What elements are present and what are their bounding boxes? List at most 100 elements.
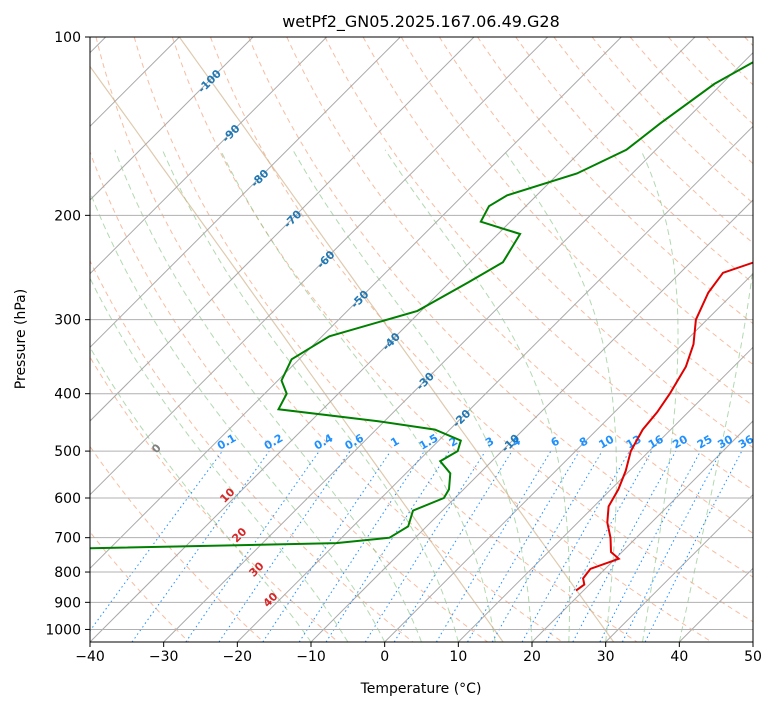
dry-adiabat [438, 37, 753, 366]
mixing-ratio-label: 0.4 [312, 431, 336, 452]
moist-adiabat [292, 149, 533, 642]
x-tick-label: 50 [744, 649, 762, 665]
isotherm-line [90, 37, 549, 496]
mixing-ratio-label: 30 [715, 432, 735, 451]
isotherm-line [163, 51, 753, 642]
mixing-ratio-label: 1 [388, 435, 401, 450]
y-tick-label: 900 [54, 595, 81, 611]
isotherm-label: -30 [414, 370, 437, 393]
mixing-ratio-label: 0.1 [215, 432, 238, 453]
moist-adiabat [161, 149, 459, 642]
x-tick-label: 30 [597, 649, 615, 665]
mixing-ratio-line [599, 450, 701, 642]
mixing-ratio-label: 1.5 [417, 432, 440, 453]
x-axis-label: Temperature (°C) [360, 681, 482, 697]
isotherm-line [310, 199, 753, 642]
reference-curve [178, 37, 615, 642]
dry-adiabat [706, 37, 753, 86]
y-tick-label: 200 [54, 208, 81, 224]
dry-adiabat [90, 445, 264, 642]
moist-adiabat [503, 149, 617, 642]
dry-adiabat [668, 37, 753, 125]
isotherm-label: -90 [219, 122, 242, 145]
mixing-ratio-label: 3 [483, 435, 496, 450]
y-axis-label: Pressure (hPa) [13, 289, 29, 389]
isotherm-label: -60 [314, 248, 337, 271]
mixing-ratio-label: 16 [646, 432, 666, 451]
positive-isotherm-label: 0 [149, 441, 164, 456]
isotherm-label: -20 [450, 407, 473, 430]
mixing-ratio-line [644, 450, 743, 642]
mixing-ratio-label: 0.2 [262, 432, 285, 453]
axes-layer: −40 −30 −20 −10 0 10 20 30 40 5010020030040050060… [45, 30, 762, 665]
dry-adiabat [515, 37, 753, 284]
dry-adiabat [90, 150, 488, 642]
x-tick-label: 10 [449, 649, 467, 665]
isotherm-line [90, 37, 475, 422]
isotherm-line [90, 37, 328, 275]
moist-adiabat [640, 149, 679, 642]
moist-adiabat [90, 277, 349, 642]
x-tick-label: 40 [670, 649, 688, 665]
mixing-ratio-label: 25 [695, 433, 715, 452]
dewpoint-profile [90, 61, 753, 550]
moist-adiabat [114, 149, 422, 642]
x-tick-label: −20 [223, 649, 253, 665]
mixing-ratio-label: 10 [597, 432, 617, 451]
dry-adiabat [171, 37, 712, 642]
isotherm-label: -40 [380, 330, 403, 353]
isotherm-label: -70 [281, 207, 304, 230]
moist-adiabat [678, 264, 753, 642]
isotherm-line [457, 346, 753, 642]
isotherm-line [384, 272, 753, 642]
y-tick-label: 800 [54, 565, 81, 581]
isotherm-label: -80 [248, 167, 271, 190]
temperature-profile [575, 261, 753, 592]
y-tick-label: 600 [54, 491, 81, 507]
plot-area: 0.1 0.2 0.4 0.6 1 1.5 2 3 4 6 8 10 13 16 20 25 30 36-100-… [90, 37, 756, 642]
dry-adiabat [248, 37, 753, 578]
mixing-ratio-line [467, 450, 580, 642]
isotherm-line [90, 37, 401, 349]
dry-adiabat [90, 531, 190, 642]
mixing-ratio-line [364, 450, 486, 642]
dry-adiabat [477, 37, 753, 325]
positive-isotherm-label: 40 [261, 590, 281, 610]
mixing-ratio-label: 36 [736, 432, 756, 451]
isotherm-line [605, 493, 753, 642]
y-tick-label: 700 [54, 531, 81, 547]
y-tick-label: 500 [54, 444, 81, 460]
mixing-ratio-label: 6 [549, 434, 562, 449]
mixing-ratio-line [393, 450, 513, 642]
isotherm-line [531, 420, 753, 642]
mixing-ratio-label: 0.6 [343, 431, 367, 452]
positive-isotherm-label: 30 [247, 559, 267, 579]
positive-isotherm-label: 10 [218, 485, 238, 505]
y-tick-label: 400 [54, 387, 81, 403]
dry-adiabat [591, 37, 753, 204]
x-tick-label: −10 [296, 649, 326, 665]
y-tick-label: 300 [54, 313, 81, 329]
mixing-ratio-label: 20 [670, 432, 690, 451]
dry-adiabat [400, 37, 753, 407]
dry-adiabat [744, 37, 753, 47]
mixing-ratio-label: 13 [624, 433, 644, 452]
dry-adiabat [90, 259, 414, 642]
x-tick-label: 0 [380, 649, 389, 665]
x-tick-label: −30 [149, 649, 179, 665]
mixing-ratio-line [572, 450, 677, 642]
reference-curve [90, 65, 504, 642]
moist-adiabat [90, 190, 386, 642]
isotherm-line [752, 641, 753, 642]
isotherm-label: -50 [348, 288, 371, 311]
x-tick-label: −40 [75, 649, 105, 665]
isotherm-line [90, 37, 622, 570]
dry-adiabat [553, 37, 753, 244]
mixing-ratio-line [218, 450, 351, 642]
y-tick-label: 100 [54, 30, 81, 46]
dry-adiabat [629, 37, 753, 165]
isotherm-line [90, 37, 696, 642]
dry-adiabat [133, 37, 638, 642]
y-tick-label: 1000 [45, 622, 81, 638]
